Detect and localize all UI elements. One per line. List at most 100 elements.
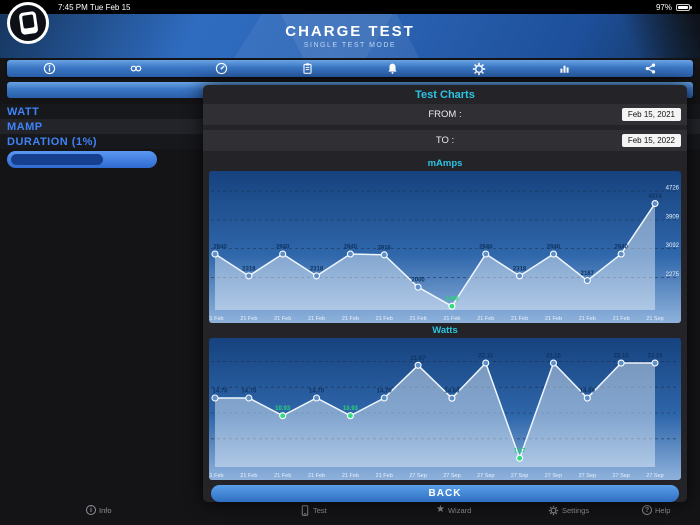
wizard-icon: ★ bbox=[436, 504, 445, 515]
svg-text:21 Feb: 21 Feb bbox=[410, 316, 427, 322]
footer-label: Info bbox=[99, 505, 112, 515]
svg-text:14.66: 14.66 bbox=[444, 389, 460, 395]
app-header: CHARGE TEST SINGLE TEST MODE bbox=[0, 14, 700, 58]
svg-text:21 Feb: 21 Feb bbox=[240, 316, 257, 322]
main-toolbar bbox=[7, 60, 693, 77]
svg-text:22.15: 22.15 bbox=[546, 354, 562, 360]
app-logo[interactable] bbox=[7, 2, 49, 44]
footer-item-test[interactable]: Test bbox=[300, 505, 327, 516]
gear-icon[interactable] bbox=[472, 62, 486, 76]
svg-text:3092: 3092 bbox=[666, 243, 680, 249]
svg-text:4726: 4726 bbox=[666, 186, 680, 192]
svg-text:2318: 2318 bbox=[310, 266, 324, 272]
svg-text:2275: 2275 bbox=[666, 272, 680, 278]
to-date-row: TO : Feb 15, 2022 bbox=[203, 130, 687, 151]
mamps-chart: 4726 3909 3092 2275 21 Feb 21 Feb 21 Feb 21 Feb… bbox=[209, 171, 681, 323]
svg-text:22.15: 22.15 bbox=[647, 354, 663, 360]
svg-text:21 Feb: 21 Feb bbox=[342, 316, 359, 322]
svg-text:21 Feb: 21 Feb bbox=[613, 316, 630, 322]
footer-item-help[interactable]: ? Help bbox=[642, 505, 670, 515]
page-title: CHARGE TEST bbox=[285, 23, 415, 40]
info-icon[interactable] bbox=[43, 62, 57, 76]
svg-text:21 Feb: 21 Feb bbox=[376, 316, 393, 322]
battery-icon bbox=[676, 3, 692, 11]
svg-text:27 Sep: 27 Sep bbox=[646, 473, 663, 479]
svg-text:14.69: 14.69 bbox=[580, 389, 596, 395]
svg-text:21 Feb: 21 Feb bbox=[308, 473, 325, 479]
svg-text:21 Feb: 21 Feb bbox=[308, 316, 325, 322]
svg-text:1.87: 1.87 bbox=[514, 449, 526, 455]
svg-text:21 Feb: 21 Feb bbox=[240, 473, 257, 479]
svg-text:21 Feb: 21 Feb bbox=[511, 316, 528, 322]
svg-text:4374: 4374 bbox=[648, 194, 662, 200]
page-subtitle: SINGLE TEST MODE bbox=[303, 42, 397, 49]
svg-text:14.70: 14.70 bbox=[212, 389, 228, 395]
duration-progress-fill bbox=[11, 154, 103, 165]
footer-label: Settings bbox=[562, 506, 590, 515]
info-icon: i bbox=[86, 505, 96, 515]
mamps-chart-title: mAmps bbox=[427, 158, 463, 169]
battery-percent: 97% bbox=[655, 2, 672, 12]
status-time-date: 7:45 PM Tue Feb 15 bbox=[58, 2, 131, 12]
watts-chart: 21 Feb 21 Feb 21 Feb 21 Feb 21 Feb 21 Feb 27 S… bbox=[209, 338, 681, 480]
svg-text:27 Sep: 27 Sep bbox=[612, 473, 629, 479]
svg-text:21 Feb: 21 Feb bbox=[274, 316, 291, 322]
footer-item-settings[interactable]: Settings bbox=[548, 505, 589, 516]
svg-text:27 Sep: 27 Sep bbox=[511, 473, 528, 479]
modal-title: Test Charts bbox=[415, 89, 475, 101]
footer-nav: i Info Test ★ Wizard Settings ? Help bbox=[0, 501, 700, 525]
share-icon[interactable] bbox=[643, 62, 657, 76]
svg-text:1458: 1458 bbox=[445, 297, 459, 303]
from-label: FROM : bbox=[428, 109, 462, 120]
from-date-value[interactable]: Feb 15, 2021 bbox=[621, 107, 681, 121]
svg-text:21 Feb: 21 Feb bbox=[443, 316, 460, 322]
svg-text:2318: 2318 bbox=[242, 266, 256, 272]
to-label: TO : bbox=[435, 135, 455, 146]
svg-text:14.70: 14.70 bbox=[309, 389, 325, 395]
svg-text:21 Feb: 21 Feb bbox=[209, 473, 224, 479]
svg-text:2940: 2940 bbox=[614, 245, 628, 251]
footer-label: Test bbox=[313, 506, 327, 515]
svg-text:27 Sep: 27 Sep bbox=[443, 473, 460, 479]
footer-label: Help bbox=[655, 505, 671, 515]
svg-text:21 Feb: 21 Feb bbox=[274, 473, 291, 479]
svg-text:14.70: 14.70 bbox=[377, 389, 393, 395]
svg-text:27 Sep: 27 Sep bbox=[579, 473, 596, 479]
footer-item-wizard[interactable]: ★ Wizard bbox=[436, 505, 471, 515]
svg-text:3909: 3909 bbox=[666, 214, 680, 220]
bell-icon[interactable] bbox=[386, 62, 400, 76]
watts-chart-title: Watts bbox=[432, 325, 458, 336]
svg-text:14.70: 14.70 bbox=[241, 389, 257, 395]
svg-text:2940: 2940 bbox=[276, 245, 290, 251]
svg-text:2940: 2940 bbox=[344, 245, 358, 251]
device-icon bbox=[18, 10, 38, 36]
svg-text:27 Sep: 27 Sep bbox=[477, 473, 494, 479]
svg-text:10.93: 10.93 bbox=[343, 406, 359, 412]
svg-text:2940: 2940 bbox=[479, 245, 493, 251]
from-date-row: FROM : Feb 15, 2021 bbox=[203, 104, 687, 125]
help-icon: ? bbox=[642, 505, 652, 515]
svg-text:21.67: 21.67 bbox=[411, 356, 427, 362]
svg-text:2187: 2187 bbox=[581, 271, 595, 277]
svg-text:2000: 2000 bbox=[411, 278, 425, 284]
footer-item-info[interactable]: i Info bbox=[86, 505, 112, 515]
svg-text:22.15: 22.15 bbox=[614, 354, 630, 360]
svg-text:21 Sep: 21 Sep bbox=[646, 316, 663, 322]
svg-text:10.93: 10.93 bbox=[275, 406, 291, 412]
infinity-icon[interactable] bbox=[129, 62, 143, 76]
duration-progress-bar bbox=[7, 151, 157, 168]
back-button[interactable]: BACK bbox=[211, 485, 679, 502]
gauge-icon[interactable] bbox=[214, 62, 228, 76]
test-charts-modal: Test Charts FROM : Feb 15, 2021 TO : Feb… bbox=[203, 85, 687, 502]
svg-text:21 Feb: 21 Feb bbox=[477, 316, 494, 322]
svg-text:27 Sep: 27 Sep bbox=[545, 473, 562, 479]
svg-text:2318: 2318 bbox=[513, 266, 527, 272]
to-date-value[interactable]: Feb 15, 2022 bbox=[621, 133, 681, 147]
svg-text:21 Feb: 21 Feb bbox=[376, 473, 393, 479]
clipboard-icon[interactable] bbox=[300, 62, 314, 76]
status-bar: 7:45 PM Tue Feb 15 97% bbox=[0, 0, 700, 14]
svg-text:21 Feb: 21 Feb bbox=[579, 316, 596, 322]
svg-text:2940: 2940 bbox=[213, 245, 227, 251]
bar-chart-icon[interactable] bbox=[557, 62, 571, 76]
svg-text:21 Feb: 21 Feb bbox=[209, 316, 224, 322]
